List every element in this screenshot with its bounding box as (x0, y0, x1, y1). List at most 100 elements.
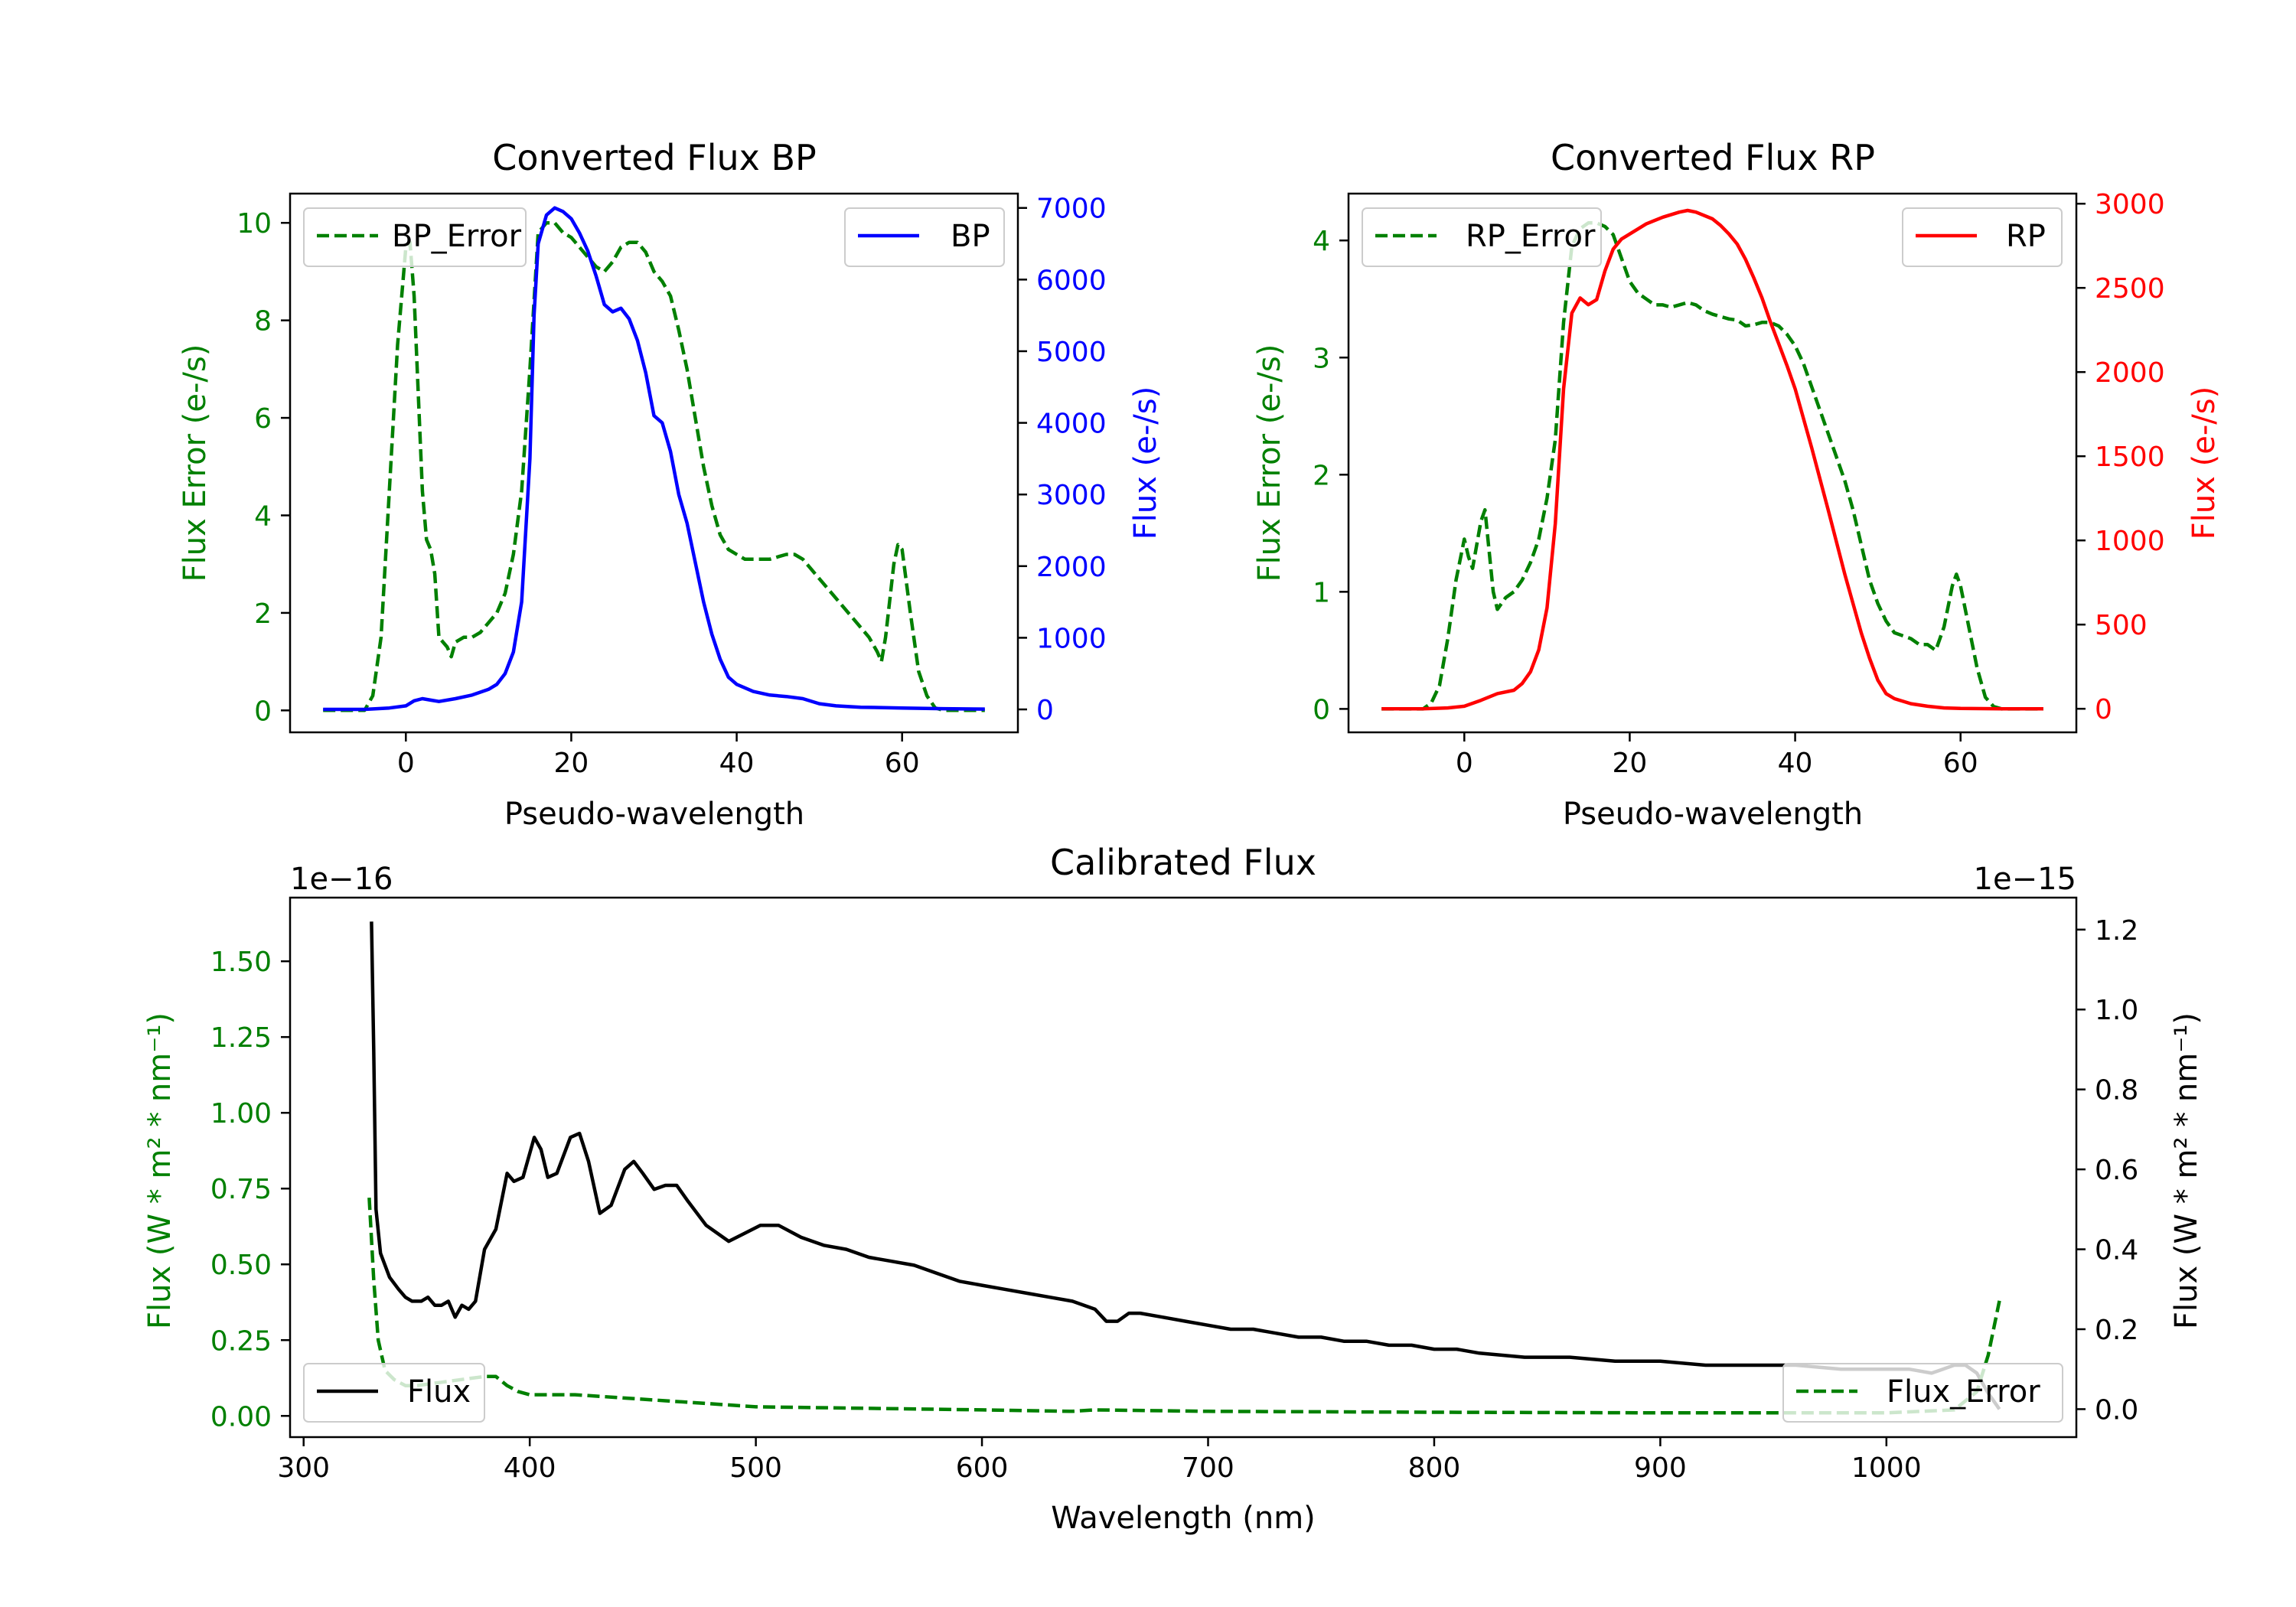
cal-right-tick-label: 0.4 (2095, 1235, 2138, 1266)
rp-legend-right-label: RP (2006, 219, 2046, 254)
bp-left-tick-label: 8 (254, 306, 272, 337)
rp-left-tick-label: 4 (1313, 226, 1330, 257)
rp-title: Converted Flux RP (1551, 137, 1875, 178)
rp-left-tick-label: 3 (1313, 343, 1330, 374)
rp-legend-left-box (1362, 207, 1602, 267)
cal-right-axis-label: Flux (W * m² * nm⁻¹) (2169, 1012, 2204, 1329)
cal-right-tick-label: 1.0 (2095, 995, 2138, 1026)
rp-left-ticks: 0 1 2 3 4 (1313, 226, 1349, 725)
rp-right-tick-label: 3000 (2095, 189, 2165, 220)
rp-right-tick-label: 1500 (2095, 442, 2165, 473)
cal-x-tick-label: 800 (1408, 1452, 1461, 1484)
rp-left-axis-label: Flux Error (e-/s) (1252, 344, 1287, 582)
rp-left-tick-label: 0 (1313, 694, 1330, 725)
rp-right-tick-label: 2000 (2095, 357, 2165, 389)
rp-right-tick-label: 1000 (2095, 526, 2165, 557)
cal-x-tick-label: 300 (277, 1452, 330, 1484)
cal-x-tick-label: 900 (1634, 1452, 1687, 1484)
bp-left-tick-label: 4 (254, 500, 272, 532)
rp-panel: Converted Flux RP 0 20 40 60 0 1 2 3 4 0 500 1000… (1252, 137, 2222, 832)
cal-right-tick-label: 0.0 (2095, 1394, 2138, 1426)
bp-left-ticks: 0 2 4 6 8 10 (236, 208, 290, 727)
bp-legend-right-box (844, 207, 1005, 267)
bp-series-bp (323, 206, 985, 712)
bp-legend-right-label: BP (951, 219, 990, 254)
cal-x-axis-label: Wavelength (nm) (1051, 1501, 1316, 1536)
bp-right-tick-label: 2000 (1036, 552, 1107, 583)
rp-right-tick-label: 2500 (2095, 273, 2165, 305)
bp-legend-left-label: BP_Error (392, 219, 522, 254)
bp-x-axis-label: Pseudo-wavelength (504, 797, 804, 832)
cal-x-tick-label: 500 (729, 1452, 782, 1484)
cal-right-tick-label: 0.8 (2095, 1075, 2138, 1107)
bp-x-tick-label: 60 (885, 748, 920, 779)
bp-right-tick-label: 1000 (1036, 623, 1107, 654)
bp-plot-frame (289, 192, 1019, 734)
bp-left-tick-label: 2 (254, 598, 272, 630)
cal-x-tick-label: 400 (504, 1452, 556, 1484)
bp-series-bp-error (323, 220, 985, 712)
bp-right-tick-label: 4000 (1036, 409, 1107, 440)
cal-left-offset-label: 1e−16 (290, 862, 393, 897)
cal-left-tick-label: 0.75 (210, 1174, 272, 1205)
bp-right-tick-label: 3000 (1036, 480, 1107, 511)
bp-right-axis-label: Flux (e-/s) (1128, 386, 1163, 539)
rp-x-tick-label: 60 (1943, 748, 1978, 779)
cal-legend-left-box (303, 1363, 485, 1423)
bp-right-tick-label: 6000 (1036, 265, 1107, 296)
rp-series-rp-error (1381, 221, 2043, 711)
cal-legend-right-label: Flux_Error (1887, 1374, 2040, 1410)
bp-legend-left-box (303, 207, 527, 267)
rp-right-tick-label: 0 (2095, 694, 2112, 725)
bp-right-tick-label: 0 (1036, 695, 1054, 726)
cal-right-ticks: 0.0 0.2 0.4 0.6 0.8 1.0 1.2 (2076, 915, 2138, 1426)
bp-x-tick-label: 20 (554, 748, 589, 779)
cal-x-ticks: 300 400 500 600 700 800 900 1000 (277, 1437, 1922, 1484)
rp-x-axis-label: Pseudo-wavelength (1563, 797, 1863, 832)
rp-right-tick-label: 500 (2095, 610, 2148, 641)
cal-right-tick-label: 1.2 (2095, 915, 2138, 947)
bp-left-tick-label: 6 (254, 403, 272, 435)
rp-x-tick-label: 40 (1778, 748, 1813, 779)
cal-title: Calibrated Flux (1050, 842, 1316, 883)
cal-x-tick-label: 700 (1182, 1452, 1234, 1484)
cal-legend-left: Flux (303, 1363, 485, 1423)
rp-series-group (1381, 208, 2043, 711)
cal-panel: Calibrated Flux 1e−16 1e−15 300 400 500 600… (142, 842, 2204, 1536)
bp-panel: Converted Flux BP 0 20 40 60 0 2 4 6 8 10 0 1000 2… (178, 137, 1163, 832)
rp-x-ticks: 0 20 40 60 (1456, 732, 1978, 779)
bp-right-tick-label: 5000 (1036, 337, 1107, 368)
bp-right-tick-label: 7000 (1036, 194, 1107, 225)
cal-series-flux (370, 921, 2001, 1410)
bp-left-tick-label: 0 (254, 696, 272, 727)
cal-left-tick-label: 1.50 (210, 947, 272, 978)
cal-plot-frame (289, 896, 2078, 1439)
cal-left-axis-label: Flux (W * m² * nm⁻¹) (142, 1012, 178, 1329)
bp-x-ticks: 0 20 40 60 (397, 732, 920, 779)
cal-right-offset-label: 1e−15 (1974, 862, 2076, 897)
cal-left-tick-label: 0.00 (210, 1401, 272, 1433)
rp-legend-right-box (1902, 207, 2063, 267)
cal-legend-right-box (1782, 1363, 2063, 1423)
rp-series-rp (1381, 208, 2043, 711)
bp-left-tick-label: 10 (236, 208, 272, 240)
rp-right-axis-label: Flux (e-/s) (2187, 386, 2222, 539)
rp-right-ticks: 0 500 1000 1500 2000 2500 3000 (2076, 189, 2165, 725)
cal-right-tick-label: 0.2 (2095, 1315, 2138, 1346)
rp-x-tick-label: 0 (1456, 748, 1473, 779)
cal-x-tick-label: 600 (956, 1452, 1009, 1484)
rp-legend-left-label: RP_Error (1466, 219, 1596, 254)
cal-left-ticks: 0.00 0.25 0.50 0.75 1.00 1.25 1.50 (210, 947, 290, 1433)
bp-legend-right: BP (844, 207, 1005, 267)
rp-left-tick-label: 1 (1313, 577, 1330, 608)
cal-left-tick-label: 0.50 (210, 1250, 272, 1281)
cal-legend-left-label: Flux (407, 1374, 471, 1410)
bp-x-tick-label: 40 (719, 748, 755, 779)
bp-x-tick-label: 0 (397, 748, 415, 779)
bp-left-axis-label: Flux Error (e-/s) (178, 344, 213, 582)
cal-x-tick-label: 1000 (1851, 1452, 1922, 1484)
bp-right-ticks: 0 1000 2000 3000 4000 5000 6000 7000 (1018, 194, 1107, 726)
rp-plot-frame (1347, 192, 2078, 734)
